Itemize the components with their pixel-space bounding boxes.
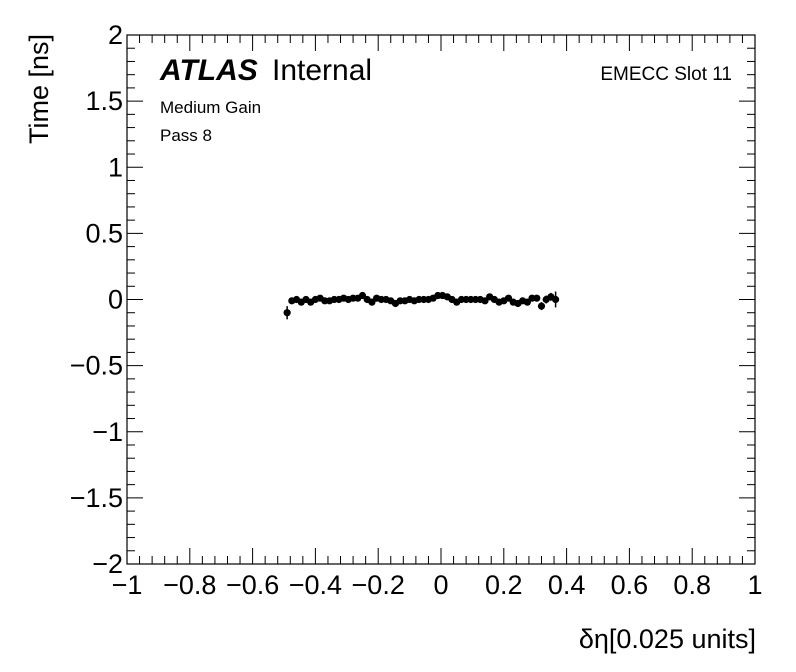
atlas-label: ATLAS xyxy=(159,54,258,87)
data-point xyxy=(552,295,560,304)
x-tick-label: −0.4 xyxy=(289,570,342,600)
x-tick-label: 1 xyxy=(747,570,762,600)
axis-ticks xyxy=(126,34,756,565)
data-point xyxy=(504,294,513,302)
y-tick-label: −1.5 xyxy=(70,483,123,513)
y-tick-label: 0.5 xyxy=(85,218,123,248)
gain-label: Medium Gain xyxy=(160,98,261,117)
x-tick-label: −0.2 xyxy=(352,570,405,600)
data-point xyxy=(533,294,541,302)
data-point xyxy=(481,297,489,305)
y-tick-label: 1 xyxy=(108,152,123,182)
y-tick-label: −1 xyxy=(92,417,123,447)
data-point xyxy=(283,309,291,317)
x-axis-title: δη[0.025 units] xyxy=(579,624,756,654)
x-tick-label: −1 xyxy=(112,570,143,600)
data-points xyxy=(283,291,560,320)
pass-label: Pass 8 xyxy=(160,126,212,145)
y-tick-label: 2 xyxy=(108,20,123,50)
y-tick-label: 0 xyxy=(108,285,123,315)
x-tick-label: 0.2 xyxy=(485,570,523,600)
x-tick-label: 0.4 xyxy=(548,570,586,600)
y-tick-label: −2 xyxy=(92,549,123,579)
data-point xyxy=(537,302,546,310)
slot-label: EMECC Slot 11 xyxy=(600,64,732,85)
axis-tick-labels: −1 −0.8 −0.6 −0.4 −0.2 0 0.2 0.4 0.6 0.8 1 −2 −1.5 −1… xyxy=(70,20,763,600)
data-point xyxy=(523,298,531,306)
y-tick-label: −0.5 xyxy=(70,351,123,381)
y-axis-title: Time [ns] xyxy=(24,34,54,144)
data-point xyxy=(358,291,367,300)
y-tick-label: 1.5 xyxy=(85,86,123,116)
x-tick-label: 0.6 xyxy=(611,570,649,600)
x-tick-label: −0.8 xyxy=(163,570,216,600)
internal-label: Internal xyxy=(272,54,372,87)
x-tick-label: 0 xyxy=(433,570,448,600)
x-tick-label: 0.8 xyxy=(673,570,711,600)
x-tick-label: −0.6 xyxy=(226,570,279,600)
data-point xyxy=(368,298,376,306)
